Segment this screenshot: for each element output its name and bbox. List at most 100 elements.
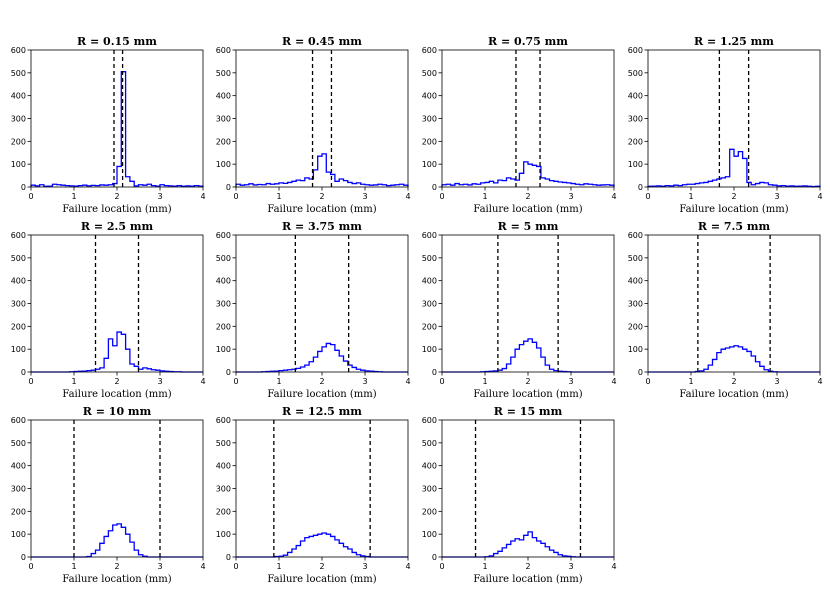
y-tick-label: 200 [11,507,26,516]
x-tick-label: 4 [405,562,410,571]
x-tick-label: 0 [28,377,33,386]
y-tick-label: 500 [11,69,26,78]
y-tick-label: 400 [422,462,437,471]
x-tick-label: 3 [568,192,573,201]
y-tick-label: 400 [216,462,231,471]
x-axis-label: Failure location (mm) [62,204,171,215]
histogram-series [442,531,614,558]
y-tick-label: 400 [422,277,437,286]
subplot-title: R = 12.5 mm [282,405,362,418]
y-tick-label: 600 [422,46,437,55]
y-tick-label: 300 [422,115,437,124]
y-tick-label: 0 [226,553,231,562]
y-tick-label: 200 [11,322,26,331]
x-tick-label: 4 [611,562,616,571]
axes-frame [441,419,615,558]
x-tick-label: 0 [439,562,444,571]
axes-frame [647,234,821,373]
y-tick-label: 200 [628,322,643,331]
y-tick-label: 600 [11,416,26,425]
x-tick-label: 2 [114,192,119,201]
y-tick-label: 100 [216,345,231,354]
x-tick-label: 4 [405,192,410,201]
y-tick-label: 100 [628,160,643,169]
y-tick-label: 600 [422,416,437,425]
x-tick-label: 1 [688,192,693,201]
histogram-series [441,161,615,187]
x-tick-label: 2 [525,562,530,571]
y-tick-label: 400 [11,92,26,101]
subplot-8: R = 7.5 mm 0 100 200 300 400 500 600 0 1 2 3 4 Failur… [628,220,823,400]
y-tick-label: 300 [216,115,231,124]
subplot-11: R = 15 mm 0 100 200 300 400 500 600 0 1 2 3 4 Failure… [422,405,617,585]
y-tick-label: 100 [216,530,231,539]
axes-frame [235,419,409,558]
subplot-4: R = 1.25 mm 0 100 200 300 400 500 600 0 1 2 3 4 Failu… [628,35,823,215]
x-axis-label: Failure location (mm) [62,389,171,400]
x-tick-label: 0 [28,562,33,571]
x-tick-label: 0 [233,562,238,571]
x-tick-label: 4 [200,377,205,386]
subplot-title: R = 15 mm [494,405,563,418]
x-axis-label: Failure location (mm) [679,389,788,400]
y-tick-label: 400 [11,462,26,471]
histogram-series [648,345,820,373]
x-tick-label: 3 [362,377,367,386]
y-tick-label: 500 [216,254,231,263]
y-tick-label: 300 [11,300,26,309]
x-tick-label: 2 [525,192,530,201]
subplot-9: R = 10 mm 0 100 200 300 400 500 600 0 1 2 3 4 Failure… [11,405,206,585]
subplot-title: R = 5 mm [498,220,559,233]
y-tick-label: 400 [628,92,643,101]
histogram-series [31,331,203,373]
histogram-series [236,342,408,373]
x-tick-label: 3 [157,377,162,386]
y-tick-label: 0 [226,368,231,377]
x-tick-label: 1 [482,192,487,201]
axes-frame [235,234,409,373]
y-tick-label: 300 [422,485,437,494]
y-tick-label: 600 [216,416,231,425]
subplot-title: R = 0.15 mm [77,35,157,48]
y-tick-label: 200 [216,137,231,146]
axes-frame [647,49,821,188]
subplot-1: R = 0.15 mm 0 100 200 300 400 500 600 0 1 2 3 4 Failu… [11,35,206,215]
y-tick-label: 0 [638,183,643,192]
subplot-title: R = 3.75 mm [282,220,362,233]
axes-frame [441,234,615,373]
x-tick-label: 0 [233,192,238,201]
subplot-title: R = 7.5 mm [698,220,771,233]
x-axis-label: Failure location (mm) [267,389,376,400]
x-tick-label: 4 [817,377,822,386]
x-axis-label: Failure location (mm) [679,204,788,215]
x-axis-label: Failure location (mm) [473,204,582,215]
y-tick-label: 600 [11,46,26,55]
x-tick-label: 0 [439,192,444,201]
y-tick-label: 100 [628,345,643,354]
histogram-series [235,153,409,187]
x-tick-label: 3 [568,562,573,571]
y-tick-label: 0 [638,368,643,377]
x-axis-label: Failure location (mm) [62,574,171,585]
x-tick-label: 2 [731,192,736,201]
x-tick-label: 3 [362,562,367,571]
x-tick-label: 4 [611,192,616,201]
y-tick-label: 600 [216,46,231,55]
x-tick-label: 1 [276,192,281,201]
subplot-title: R = 0.75 mm [488,35,568,48]
x-tick-label: 1 [276,377,281,386]
subplot-title: R = 10 mm [83,405,152,418]
x-tick-label: 0 [439,377,444,386]
x-tick-label: 2 [525,377,530,386]
x-tick-label: 2 [114,562,119,571]
x-tick-label: 1 [482,377,487,386]
histogram-series [647,148,821,188]
x-tick-label: 4 [611,377,616,386]
y-tick-label: 0 [432,183,437,192]
x-tick-label: 3 [774,377,779,386]
x-tick-label: 1 [688,377,693,386]
x-tick-label: 3 [157,562,162,571]
y-tick-label: 100 [216,160,231,169]
y-tick-label: 100 [422,345,437,354]
x-tick-label: 0 [645,377,650,386]
